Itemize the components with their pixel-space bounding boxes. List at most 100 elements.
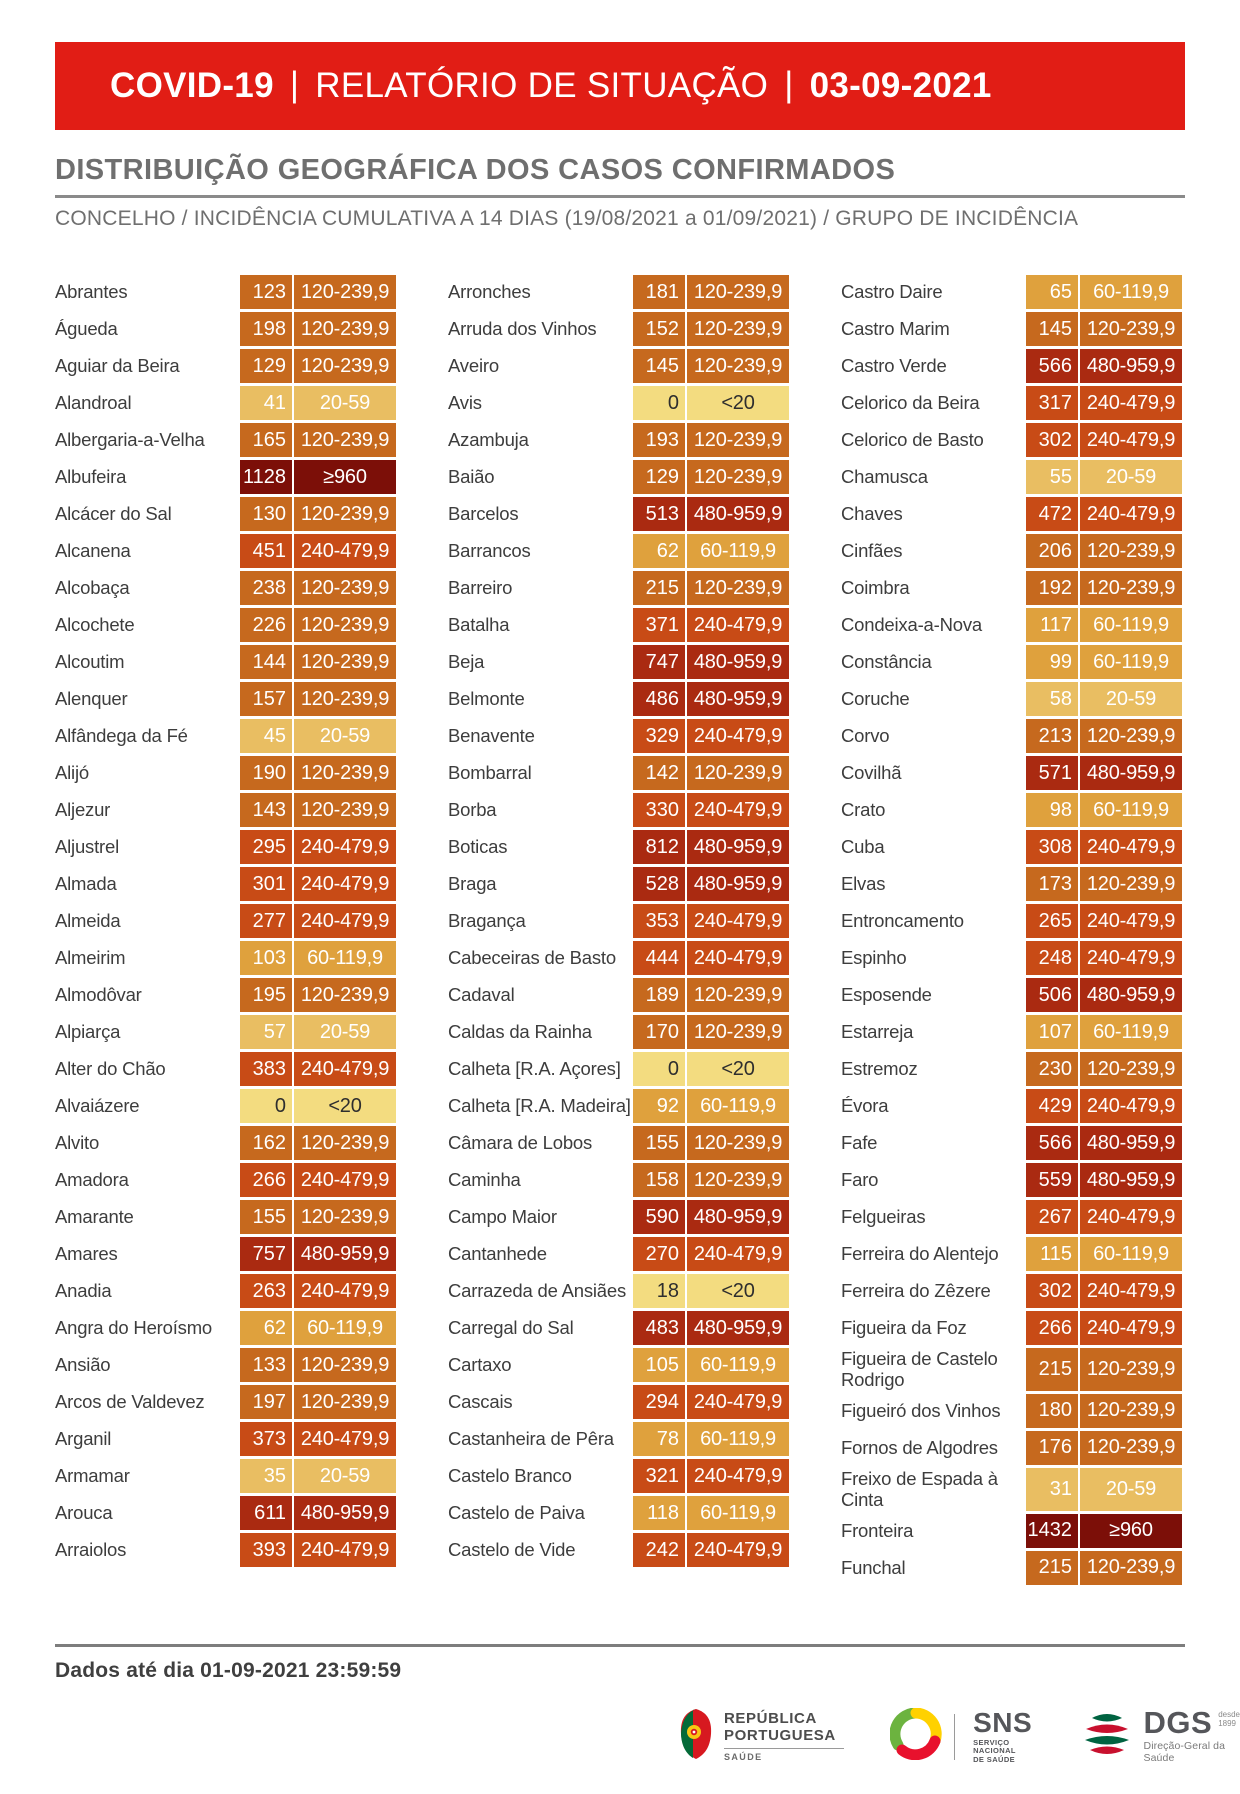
report-page: COVID-19 | RELATÓRIO DE SITUAÇÃO | 03-09… — [0, 42, 1240, 1585]
table-row: Évora 429 240-479,9 — [841, 1089, 1182, 1123]
incidence-group-cell: 120-239,9 — [1080, 1393, 1182, 1428]
incidence-value-cell: 170 — [633, 1015, 685, 1049]
incidence-value-cell: 230 — [1026, 1052, 1078, 1086]
table-row: Coimbra 192 120-239,9 — [841, 571, 1182, 605]
municipality-name: Alvaiázere — [55, 1095, 140, 1117]
incidence-value-cell: 451 — [240, 534, 292, 568]
incidence-value-cell: 571 — [1026, 756, 1078, 790]
incidence-group-cell: 60-119,9 — [294, 941, 396, 975]
table-row: Alijó 190 120-239,9 — [55, 756, 396, 790]
incidence-group-cell: 240-479,9 — [687, 1459, 789, 1493]
municipality-name: Alandroal — [55, 392, 132, 414]
incidence-value-cell: 152 — [633, 312, 685, 346]
municipality-name: Entroncamento — [841, 910, 964, 932]
incidence-group-cell: 240-479,9 — [687, 904, 789, 938]
municipality-name: Aveiro — [448, 355, 499, 377]
municipality-name: Almeirim — [55, 947, 126, 969]
table-row: Calheta [R.A. Açores] 0 <20 — [448, 1052, 789, 1086]
table-row: Chamusca 55 20-59 — [841, 460, 1182, 494]
page-subtitle: CONCELHO / INCIDÊNCIA CUMULATIVA A 14 DI… — [55, 207, 1079, 230]
sns-circle-icon — [889, 1707, 942, 1765]
municipality-name: Barrancos — [448, 540, 531, 562]
incidence-group-cell: 240-479,9 — [1080, 497, 1182, 531]
incidence-group-cell: 120-239,9 — [1080, 1348, 1182, 1391]
municipality-name: Coruche — [841, 688, 910, 710]
incidence-value-cell: 757 — [240, 1237, 292, 1271]
report-banner: COVID-19 | RELATÓRIO DE SITUAÇÃO | 03-09… — [55, 42, 1185, 130]
table-row: Caldas da Rainha 170 120-239,9 — [448, 1015, 789, 1049]
incidence-value-cell: 444 — [633, 941, 685, 975]
incidence-group-cell: 480-959,9 — [687, 497, 789, 531]
table-row: Figueiró dos Vinhos 180 120-239,9 — [841, 1393, 1182, 1428]
incidence-group-cell: 60-119,9 — [687, 1422, 789, 1456]
incidence-value-cell: 513 — [633, 497, 685, 531]
incidence-value-cell: 190 — [240, 756, 292, 790]
incidence-value-cell: 590 — [633, 1200, 685, 1234]
incidence-group-cell: 240-479,9 — [294, 1533, 396, 1567]
incidence-value-cell: 566 — [1026, 349, 1078, 383]
incidence-value-cell: 57 — [240, 1015, 292, 1049]
incidence-column-2: Arronches 181 120-239,9 Arruda dos Vinhos 15… — [448, 275, 789, 1585]
municipality-name: Carregal do Sal — [448, 1317, 574, 1339]
table-row: Azambuja 193 120-239,9 — [448, 423, 789, 457]
incidence-group-cell: ≥960 — [294, 460, 396, 494]
municipality-name: Estarreja — [841, 1021, 914, 1043]
table-row: Covilhã 571 480-959,9 — [841, 756, 1182, 790]
incidence-value-cell: 302 — [1026, 423, 1078, 457]
table-row: Alcoutim 144 120-239,9 — [55, 645, 396, 679]
table-row: Cascais 294 240-479,9 — [448, 1385, 789, 1419]
incidence-group-cell: 120-239,9 — [687, 1126, 789, 1160]
table-row: Arganil 373 240-479,9 — [55, 1422, 396, 1456]
municipality-name: Elvas — [841, 873, 886, 895]
incidence-group-cell: 60-119,9 — [687, 1348, 789, 1382]
table-row: Cabeceiras de Basto 444 240-479,9 — [448, 941, 789, 975]
municipality-name: Corvo — [841, 725, 890, 747]
incidence-value-cell: 317 — [1026, 386, 1078, 420]
table-row: Barcelos 513 480-959,9 — [448, 497, 789, 531]
incidence-group-cell: 120-239,9 — [687, 1015, 789, 1049]
incidence-group-cell: 240-479,9 — [687, 793, 789, 827]
table-row: Alvaiázere 0 <20 — [55, 1089, 396, 1123]
incidence-group-cell: 240-479,9 — [1080, 1311, 1182, 1345]
table-row: Belmonte 486 480-959,9 — [448, 682, 789, 716]
incidence-value-cell: 103 — [240, 941, 292, 975]
municipality-name: Fronteira — [841, 1520, 914, 1542]
incidence-group-cell: 120-239,9 — [294, 423, 396, 457]
table-row: Alcácer do Sal 130 120-239,9 — [55, 497, 396, 531]
incidence-group-cell: 60-119,9 — [1080, 1015, 1182, 1049]
incidence-group-cell: 60-119,9 — [294, 1311, 396, 1345]
table-row: Freixo de Espada à Cinta 31 20-59 — [841, 1467, 1182, 1511]
municipality-name: Cuba — [841, 836, 885, 858]
incidence-value-cell: 129 — [240, 349, 292, 383]
footer-divider: Dados até dia 01-09-2021 23:59:59 — [55, 1644, 1185, 1683]
municipality-name: Arganil — [55, 1428, 112, 1450]
municipality-name: Câmara de Lobos — [448, 1132, 593, 1154]
incidence-value-cell: 45 — [240, 719, 292, 753]
table-row: Campo Maior 590 480-959,9 — [448, 1200, 789, 1234]
municipality-name: Covilhã — [841, 762, 902, 784]
municipality-name: Arcos de Valdevez — [55, 1391, 205, 1413]
table-row: Barreiro 215 120-239,9 — [448, 571, 789, 605]
incidence-group-cell: 240-479,9 — [687, 1533, 789, 1567]
incidence-group-cell: 240-479,9 — [1080, 904, 1182, 938]
incidence-value-cell: 162 — [240, 1126, 292, 1160]
incidence-value-cell: 371 — [633, 608, 685, 642]
portuguese-flag-icon — [678, 1708, 714, 1765]
incidence-value-cell: 213 — [1026, 719, 1078, 753]
incidence-value-cell: 157 — [240, 682, 292, 716]
table-row: Castelo de Paiva 118 60-119,9 — [448, 1496, 789, 1530]
incidence-group-cell: 240-479,9 — [294, 534, 396, 568]
incidence-group-cell: 240-479,9 — [1080, 423, 1182, 457]
incidence-value-cell: 31 — [1026, 1467, 1078, 1511]
municipality-name: Faro — [841, 1169, 879, 1191]
incidence-value-cell: 506 — [1026, 978, 1078, 1012]
incidence-value-cell: 267 — [1026, 1200, 1078, 1234]
dgs-label: DGS — [1143, 1705, 1213, 1741]
republica-portuguesa-logo: REPÚBLICA PORTUGUESA SAÚDE — [678, 1708, 844, 1765]
municipality-name: Cadaval — [448, 984, 515, 1006]
table-row: Almodôvar 195 120-239,9 — [55, 978, 396, 1012]
municipality-name: Alcanena — [55, 540, 131, 562]
incidence-group-cell: 60-119,9 — [687, 1496, 789, 1530]
table-row: Alfândega da Fé 45 20-59 — [55, 719, 396, 753]
incidence-group-cell: 240-479,9 — [294, 1422, 396, 1456]
